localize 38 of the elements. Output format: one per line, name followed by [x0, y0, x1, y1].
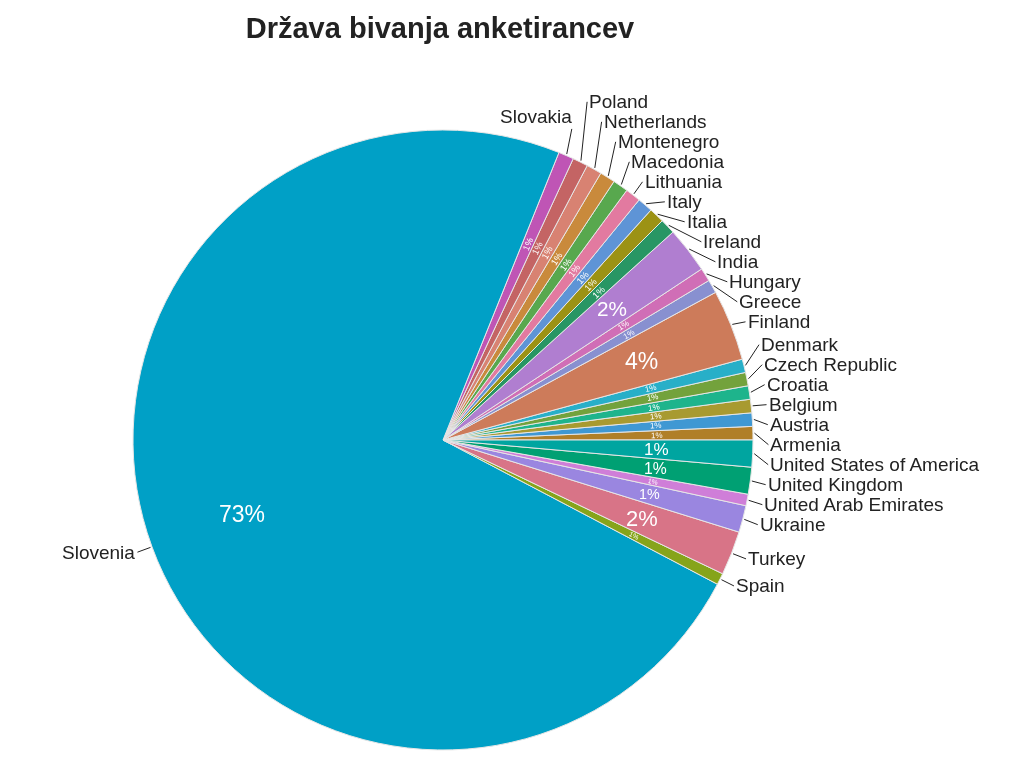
slice-label: Hungary — [729, 271, 802, 292]
slice-label: Austria — [770, 414, 830, 435]
chart-title: Država bivanja anketirancev — [245, 12, 635, 45]
slice-label: Italia — [687, 211, 728, 232]
slice-label: Croatia — [767, 374, 829, 395]
slice-label: Montenegro — [618, 131, 720, 152]
slice-label: Poland — [589, 91, 649, 112]
data-label: 4% — [625, 348, 659, 374]
data-label: 1% — [644, 440, 669, 459]
slice-label: Finland — [748, 311, 811, 332]
slice-label: Armenia — [770, 434, 842, 455]
slice-label: Lithuania — [645, 171, 723, 192]
slice-label: Slovenia — [62, 542, 136, 563]
slice-label: Turkey — [748, 548, 806, 569]
slice-label: Ukraine — [760, 514, 826, 535]
slice-label: Netherlands — [604, 111, 707, 132]
slice-label: Ireland — [703, 231, 762, 252]
data-label: 73% — [219, 501, 266, 527]
slice-label: United States of America — [770, 454, 980, 475]
slice-label: United Arab Emirates — [764, 494, 944, 515]
slice-label: Macedonia — [631, 151, 725, 172]
slice-label: India — [717, 251, 759, 272]
data-label: 1% — [650, 430, 663, 441]
data-label: 1% — [644, 460, 667, 477]
slice-label: Belgium — [769, 394, 838, 415]
data-label: 1% — [649, 411, 662, 422]
data-label: 1% — [647, 402, 661, 413]
data-label: 1% — [649, 420, 662, 431]
data-label: 2% — [597, 297, 627, 320]
data-label: 2% — [626, 506, 658, 531]
slice-label: Greece — [739, 291, 802, 312]
slice-label: Italy — [667, 191, 703, 212]
slice-label: Czech Republic — [764, 354, 898, 375]
slice-label: Denmark — [761, 334, 839, 355]
data-label: 1% — [639, 486, 660, 502]
slice-label: Slovakia — [500, 106, 573, 127]
slice-label: Spain — [736, 575, 785, 596]
slice-label: United Kingdom — [768, 474, 904, 495]
